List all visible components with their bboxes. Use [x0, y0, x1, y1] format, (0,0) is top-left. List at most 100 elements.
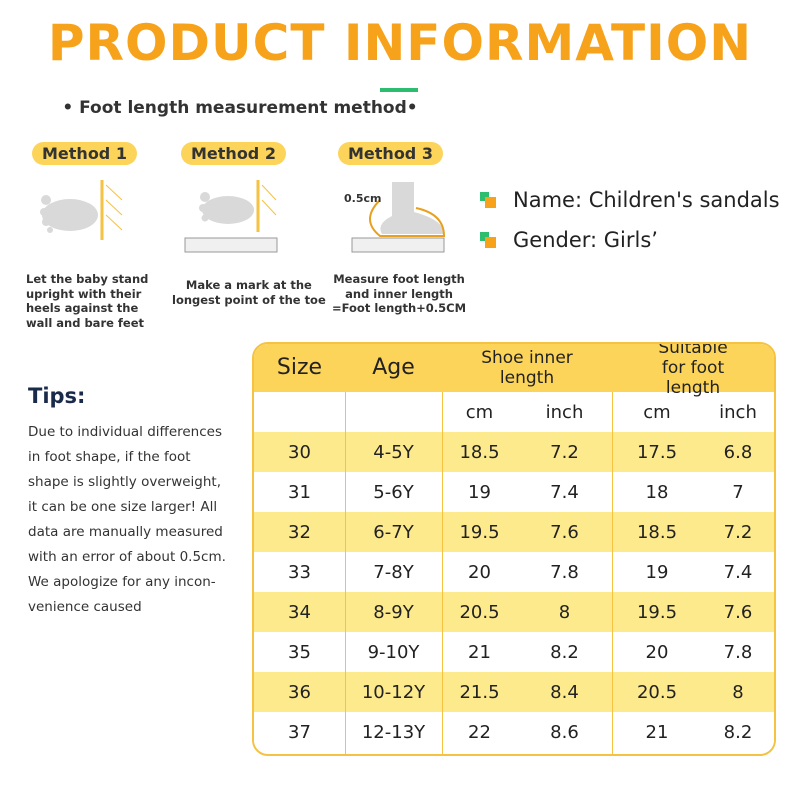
method-line: and inner length	[345, 286, 453, 301]
tips-line: shape is slightly overweight,	[28, 474, 222, 490]
table-cell: 36	[288, 681, 311, 703]
table-cell: 18.5	[459, 441, 500, 463]
table-cell: 10-12Y	[361, 681, 426, 703]
table-cell: 7.6	[723, 601, 753, 623]
subheader-cell: cm	[465, 401, 494, 423]
method-line: Measure foot length	[333, 272, 465, 286]
header-bg	[254, 344, 774, 392]
method-line: wall and bare feet	[26, 315, 145, 330]
table-cell: 7	[732, 481, 744, 503]
method-line: upright with their	[26, 286, 142, 301]
tips-line: it can be one size larger! All	[28, 499, 218, 515]
tips-line: in foot shape, if the foot	[28, 449, 191, 465]
header-cell: Suitable for foot length	[658, 342, 728, 398]
tips-line: data are manually measured	[28, 524, 223, 540]
size-table: Size Age Shoe inner length Suitable for foo…	[252, 342, 776, 756]
table-cell: 8.2	[550, 641, 579, 663]
row-bg	[254, 552, 774, 592]
table-cell: 17.5	[636, 441, 678, 463]
row-bg	[254, 712, 774, 752]
table-cell: 30	[288, 441, 311, 463]
table-cell: 6.8	[723, 441, 753, 463]
header-cell: Shoe inner length	[481, 348, 573, 388]
table-cell: 7.4	[550, 481, 579, 503]
tips-text: Due to individual differences in foot sha…	[28, 420, 226, 620]
table-cell: 7.4	[723, 561, 753, 583]
table-cell: 8.4	[550, 681, 579, 703]
subtitle: • Foot length measurement method•	[62, 98, 418, 118]
info-name: Name: Children's sandals	[513, 188, 780, 212]
method-line: Let the baby stand	[26, 272, 149, 286]
column-rule	[442, 392, 443, 754]
subheader-cell: cm	[643, 401, 671, 423]
subheader-cell: inch	[719, 401, 757, 423]
row-bg	[254, 632, 774, 672]
table-cell: 5-6Y	[373, 481, 414, 503]
column-rule	[612, 392, 613, 754]
table-cell: 37	[288, 721, 311, 743]
table-cell: 20.5	[459, 601, 500, 623]
table-cell: 18	[645, 481, 669, 503]
subheader-cell: inch	[545, 401, 584, 423]
table-cell: 4-5Y	[373, 441, 414, 463]
method-line: =Foot length+0.5CM	[332, 301, 467, 315]
method-label: Method 2	[181, 142, 286, 165]
title: PRODUCT INFORMATION	[47, 14, 753, 72]
table-cell: 20.5	[636, 681, 678, 703]
table-cell: 35	[288, 641, 311, 663]
table-cell: 8	[732, 681, 744, 703]
tips-line: venience caused	[28, 599, 142, 615]
table-cell: 8	[558, 601, 571, 623]
row-bg	[254, 472, 774, 512]
table-cell: 19	[468, 481, 491, 503]
table-cell: 19	[645, 561, 669, 583]
table-cell: 19.5	[459, 521, 500, 543]
method-text: Make a mark at the longest point of the t…	[172, 278, 326, 307]
row-bg	[254, 512, 774, 552]
table-cell: 8-9Y	[373, 601, 414, 623]
table-cell: 7.8	[723, 641, 753, 663]
table-cell: 21	[468, 641, 491, 663]
method-note: 0.5cm	[344, 192, 382, 205]
table-cell: 31	[288, 481, 311, 503]
header-cell: Size	[276, 355, 323, 380]
table-cell: 21	[645, 721, 669, 743]
table-cell: 7.6	[550, 521, 579, 543]
info-gender: Gender: Girls’	[513, 228, 658, 252]
table-cell: 9-10Y	[367, 641, 420, 663]
divider	[380, 88, 418, 92]
table-cell: 33	[288, 561, 311, 583]
table-cell: 22	[468, 721, 491, 743]
table-cell: 12-13Y	[361, 721, 426, 743]
tips-line: Due to individual differences	[28, 424, 223, 440]
table-cell: 8.6	[550, 721, 579, 743]
tips-line: We apologize for any incon-	[28, 574, 216, 590]
row-bg	[254, 432, 774, 472]
method-text: Measure foot length and inner length =Foot…	[332, 272, 466, 316]
table-cell: 7.2	[723, 521, 753, 543]
method-line: heels against the	[26, 301, 139, 315]
table-cell: 32	[288, 521, 311, 543]
bullet-icons	[480, 192, 496, 248]
method-label: Method 1	[32, 142, 137, 165]
table-cell: 20	[468, 561, 491, 583]
table-cell: 19.5	[636, 601, 678, 623]
method-illustrations	[40, 180, 446, 253]
table-cell: 18.5	[636, 521, 678, 543]
table-cell: 8.2	[723, 721, 753, 743]
table-cell: 20	[645, 641, 669, 663]
method-line: Make a mark at the	[185, 278, 312, 292]
method-text: Let the baby stand upright with their heel…	[26, 272, 148, 330]
method-line: longest point of the toe	[172, 292, 326, 307]
table-cell: 7-8Y	[373, 561, 414, 583]
table-cell: 7.8	[550, 561, 579, 583]
table-cell: 6-7Y	[373, 521, 414, 543]
table-cell: 21.5	[459, 681, 500, 703]
tips-line: with an error of about 0.5cm.	[28, 549, 226, 565]
tips-title: Tips:	[28, 384, 86, 408]
row-bg	[254, 672, 774, 712]
row-bg	[254, 592, 774, 632]
column-rule	[345, 392, 346, 754]
header-cell: Age	[372, 355, 415, 380]
